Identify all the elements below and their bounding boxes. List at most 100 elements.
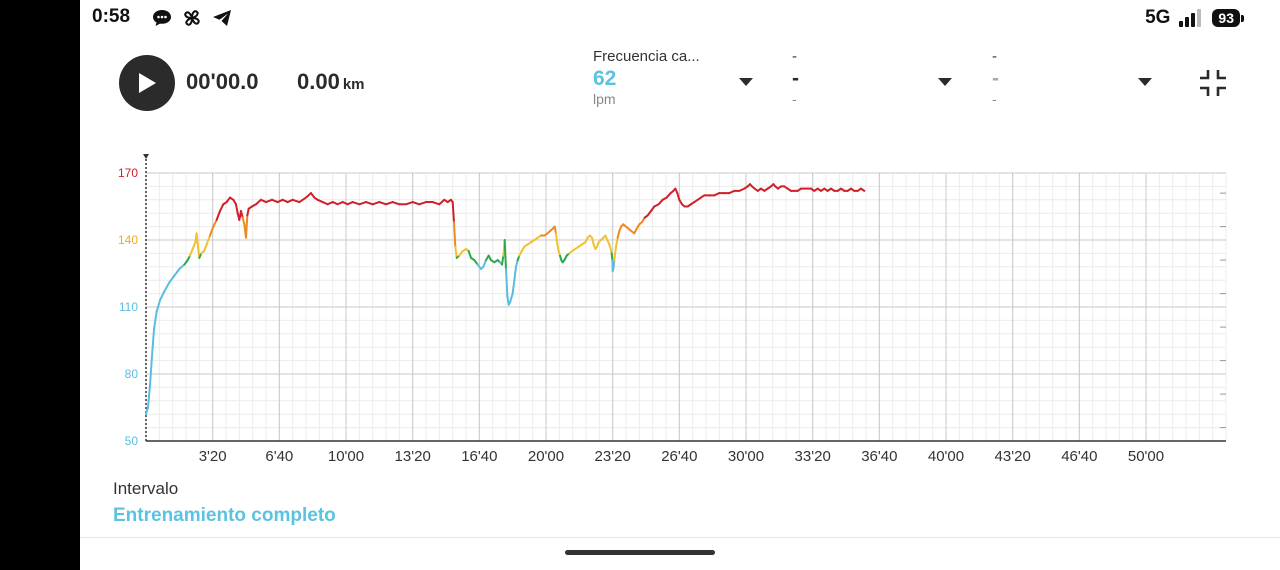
heart-rate-segment [411, 201, 421, 206]
heart-rate-chart[interactable]: 50 80 110 140 170 3'20 6'40 10'00 13'20 16'40 20'… [80, 145, 1280, 475]
heart-rate-segment [378, 201, 387, 206]
heart-rate-segment [305, 192, 312, 199]
x-tick-label: 30'00 [728, 448, 764, 465]
heart-rate-segment [155, 299, 161, 313]
x-tick-label: 50'00 [1128, 448, 1164, 465]
heart-rate-segment [431, 201, 441, 206]
metric-label: - [992, 48, 997, 65]
heart-rate-segment [555, 232, 559, 246]
heart-rate-segment [271, 198, 279, 204]
heart-rate-segment [219, 203, 225, 212]
x-tick-label: 20'00 [528, 448, 564, 465]
metric-unit: lpm [593, 91, 616, 107]
heart-rate-segment [556, 243, 560, 253]
metric-value: 62 [593, 67, 617, 90]
heart-rate-segment [203, 243, 208, 253]
distance-value: 0.00 [297, 69, 340, 94]
duration-value: 00'00.0 [186, 69, 259, 94]
heart-rate-segment [265, 198, 273, 204]
chevron-down-icon [1138, 78, 1152, 86]
x-tick-label: 40'00 [928, 448, 964, 465]
metric-selector-2[interactable]: - - - [792, 48, 952, 107]
send-plane-icon [213, 10, 231, 26]
heart-rate-segment [246, 207, 250, 217]
divider [80, 537, 1280, 538]
heart-rate-segment [191, 241, 197, 250]
heart-rate-segment [163, 281, 171, 293]
x-tick-label: 36'40 [861, 448, 897, 465]
heart-rate-segment [209, 225, 215, 237]
heart-rate-segment [147, 384, 151, 409]
heart-rate-segment [241, 216, 246, 226]
home-indicator[interactable] [565, 550, 715, 555]
heart-rate-segment [676, 192, 681, 201]
heart-rate-segment [365, 201, 374, 206]
heart-rate-segment [515, 259, 519, 268]
heart-rate-segment [240, 209, 244, 219]
x-tick-label: 26'40 [661, 448, 697, 465]
heart-rate-segment [511, 279, 516, 295]
heart-rate-segment [453, 221, 457, 248]
heart-rate-segment [505, 268, 509, 297]
heart-rate-segment [612, 259, 616, 271]
x-tick-label: 23'20 [595, 448, 631, 465]
heart-rate-segment [482, 259, 487, 268]
heart-rate-segment [149, 355, 153, 387]
chat-bubble-icon [153, 10, 171, 26]
metric-selector-3[interactable]: - - - [992, 48, 1152, 107]
x-tick-label: 43'20 [995, 448, 1031, 465]
heart-rate-segment [173, 268, 181, 277]
heart-rate-segment [615, 236, 619, 248]
heart-rate-segment [255, 198, 262, 206]
metric-unit: - [992, 91, 997, 107]
metric-unit: - [792, 91, 797, 107]
heart-rate-segment [616, 230, 621, 239]
axis-marker [143, 154, 149, 159]
metric-label: - [792, 48, 797, 65]
exit-fullscreen-icon [1200, 70, 1226, 96]
metric-selector-heart-rate[interactable]: Frecuencia ca... 62 lpm [593, 48, 753, 107]
metric-label: Frecuencia ca... [593, 48, 700, 65]
heart-rate-segment [215, 209, 221, 221]
heart-rate-segment [513, 265, 517, 282]
status-system-icons: 5G 93 [1145, 7, 1244, 29]
heart-rate-segment [145, 406, 149, 416]
heart-rate-segment [591, 236, 595, 246]
heart-rate-segment [205, 234, 211, 246]
heart-rate-segment [454, 245, 458, 259]
heart-rate-segment [405, 201, 414, 206]
network-type: 5G [1145, 7, 1171, 28]
exit-fullscreen-button[interactable] [1198, 68, 1228, 98]
heart-rate-segment [451, 201, 455, 224]
heart-rate-segment [212, 218, 218, 228]
heart-rate-segment [501, 254, 505, 266]
y-tick-label: 110 [119, 300, 138, 314]
heart-rate-segment [298, 196, 307, 204]
heart-rate-segment [235, 203, 239, 215]
y-tick-label: 80 [125, 367, 139, 381]
pinwheel-icon [184, 10, 200, 26]
play-icon [139, 73, 156, 93]
heart-rate-segment [860, 187, 866, 192]
x-tick-label: 46'40 [1061, 448, 1097, 465]
heart-rate-segment [503, 239, 507, 271]
heart-rate-segment [168, 274, 176, 284]
x-tick-label: 33'20 [795, 448, 831, 465]
heart-rate-segment [418, 201, 427, 206]
heart-rate-segment [438, 198, 446, 206]
heart-rate-segment [291, 198, 301, 204]
x-tick-label: 10'00 [328, 448, 364, 465]
heart-rate-segment [467, 250, 472, 259]
status-notification-icons [152, 8, 232, 28]
distance-display: 0.00 km [297, 69, 365, 95]
phone-screen: 0:58 5G 93 0 [80, 0, 1280, 570]
chevron-down-icon [739, 78, 753, 86]
y-tick-label: 50 [125, 434, 139, 448]
play-button[interactable] [119, 55, 175, 111]
y-tick-label: 170 [118, 166, 138, 180]
chart-x-labels: 3'20 6'40 10'00 13'20 16'40 20'00 23'20 26'40 30… [199, 448, 1164, 465]
heart-rate-segment [195, 232, 199, 248]
metric-value: - [992, 67, 999, 90]
heart-rate-series [145, 183, 866, 416]
interval-selector[interactable]: Entrenamiento completo [113, 505, 336, 526]
